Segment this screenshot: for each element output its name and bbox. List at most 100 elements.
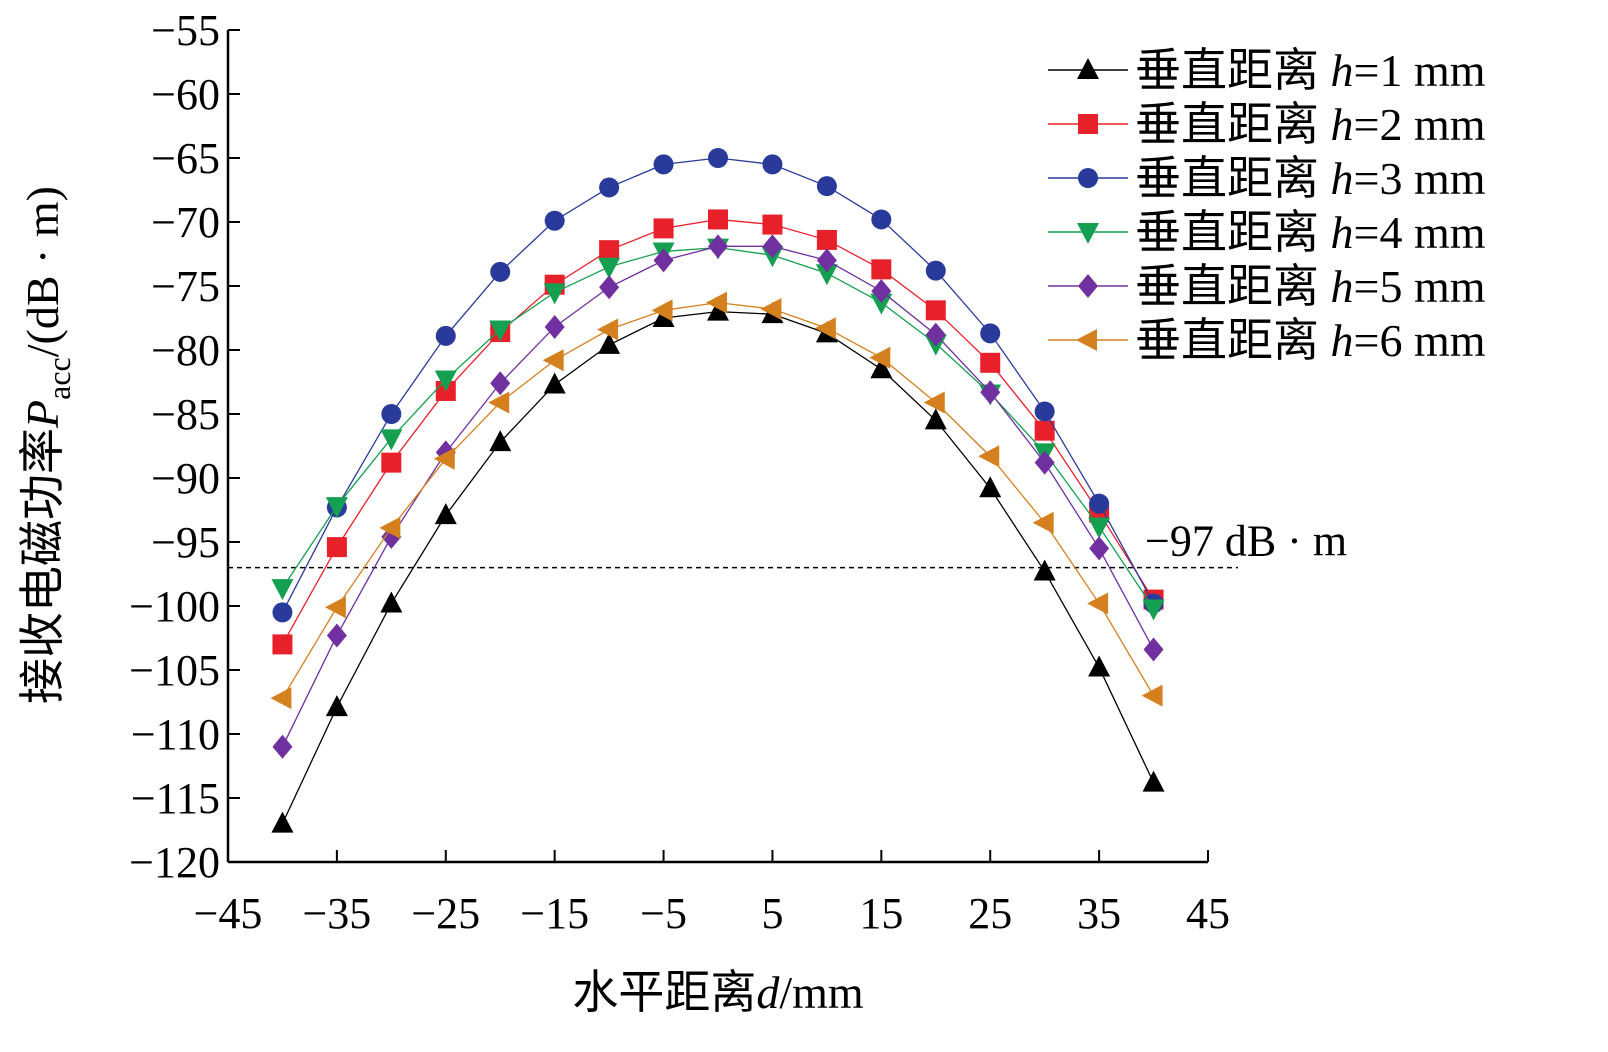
series-h3 [272,148,1164,623]
marker-triangle-left [379,516,401,539]
marker-circle [871,209,892,230]
marker-diamond [1078,274,1098,298]
marker-triangle-left [597,318,619,341]
marker-circle [816,176,837,197]
marker-triangle-up [325,695,348,717]
x-tick-label: 25 [968,889,1012,938]
marker-circle [1034,401,1055,422]
marker-triangle-left [542,349,564,372]
marker-triangle-down [1088,517,1111,539]
marker-triangle-up [1142,770,1165,792]
marker-diamond [925,322,946,347]
x-tick-label: −45 [194,889,263,938]
marker-triangle-left [978,445,1000,468]
marker-square [599,240,620,261]
marker-triangle-down [1077,223,1099,244]
x-axis-label: 水平距离d/mm [572,967,864,1018]
marker-circle [1089,493,1110,514]
series-h5 [272,234,1164,759]
marker-triangle-left [869,346,891,369]
legend-label: 垂直距离 h=1 mm [1135,45,1486,96]
marker-triangle-up [598,332,621,354]
marker-square [653,218,674,239]
legend-item: 垂直距离 h=4 mm [1048,207,1486,258]
marker-triangle-up [380,591,403,613]
legend-item: 垂直距离 h=1 mm [1048,45,1486,96]
marker-triangle-left [324,596,346,619]
legend-label: 垂直距离 h=5 mm [1135,261,1486,312]
marker-square [871,259,892,280]
marker-triangle-left [760,298,782,321]
threshold-label: −97 dB · m [1145,517,1347,566]
y-tick-label: −120 [129,838,220,887]
marker-triangle-up [707,299,729,321]
marker-triangle-left [651,299,673,322]
marker-square [381,452,402,473]
y-tick-label: −90 [151,454,220,503]
marker-square [708,209,728,230]
x-tick-label: −25 [411,889,480,938]
marker-triangle-left [1141,684,1163,707]
marker-circle [653,154,674,175]
y-tick-label: −80 [151,326,220,375]
marker-triangle-left [488,391,510,414]
y-tick-label: −55 [151,6,220,55]
y-tick-label: −95 [151,518,220,567]
marker-diamond [1143,637,1164,662]
marker-triangle-down [271,579,294,601]
marker-circle [599,177,620,198]
marker-diamond [272,734,293,759]
marker-triangle-left [814,317,836,340]
marker-triangle-up [543,372,566,394]
marker-circle [544,210,565,231]
y-tick-label: −75 [151,262,220,311]
marker-square [326,537,347,558]
marker-triangle-up [924,408,947,430]
marker-square [980,352,1001,373]
marker-diamond [980,380,1001,405]
marker-diamond [490,371,511,396]
marker-triangle-up [979,476,1002,498]
marker-square [1078,114,1098,134]
series-line [281,218,1155,645]
series-h6 [270,291,1163,710]
legend-label: 垂直距离 h=6 mm [1135,315,1486,366]
legend-item: 垂直距离 h=5 mm [1048,261,1486,312]
marker-triangle-down [543,283,566,305]
marker-triangle-left [1032,511,1054,534]
x-tick-label: 15 [859,889,903,938]
marker-triangle-down [598,257,621,279]
marker-triangle-left [1087,592,1109,615]
marker-square [1034,420,1055,441]
marker-triangle-down [325,497,348,519]
legend-item: 垂直距离 h=6 mm [1048,315,1486,366]
series-h4 [271,238,1165,621]
marker-triangle-down [1142,599,1165,621]
marker-triangle-up [1088,655,1111,677]
marker-circle [381,404,402,424]
marker-circle [490,261,511,282]
marker-circle [925,260,946,281]
marker-triangle-up [271,811,294,833]
marker-square [762,214,783,235]
series-h2 [272,209,1164,655]
marker-triangle-left [1076,329,1097,351]
marker-triangle-up [434,503,457,525]
legend-label: 垂直距离 h=4 mm [1135,207,1486,258]
marker-triangle-up [1077,58,1099,79]
y-tick-label: −85 [151,390,220,439]
y-tick-label: −110 [131,710,220,759]
y-tick-label: −100 [129,582,220,631]
marker-triangle-left [433,447,455,470]
marker-circle [980,323,1001,344]
marker-triangle-up [870,357,893,379]
marker-diamond [708,234,728,259]
y-tick-label: −105 [129,646,220,695]
x-tick-label: −5 [640,889,687,938]
marker-diamond [326,623,347,648]
marker-triangle-down [434,370,457,392]
legend-label: 垂直距离 h=2 mm [1135,99,1486,150]
legend-item: 垂直距离 h=2 mm [1048,99,1486,150]
y-axis-label: 接收电磁功率Pacc/(dB · m) [17,186,77,704]
